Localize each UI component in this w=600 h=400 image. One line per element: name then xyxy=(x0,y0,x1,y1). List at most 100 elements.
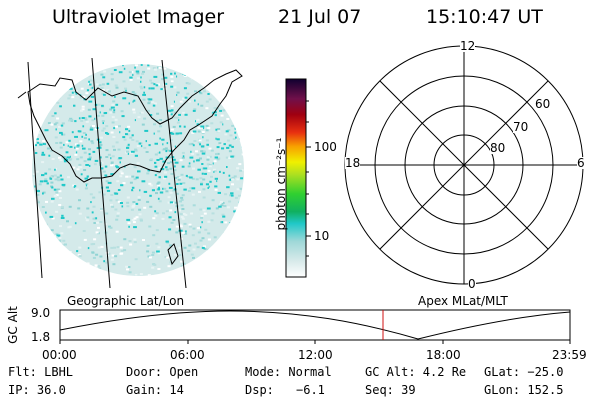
filter-info: Flt: LBHL xyxy=(8,365,74,379)
aurora-speckle xyxy=(143,91,145,94)
speckle xyxy=(206,88,210,91)
aurora-speckle xyxy=(215,137,217,140)
speckle xyxy=(58,190,62,193)
speckle xyxy=(149,158,153,161)
speckle xyxy=(60,85,64,88)
speckle xyxy=(207,248,211,251)
aurora-speckle xyxy=(73,104,76,107)
aurora-speckle xyxy=(179,125,182,128)
speckle xyxy=(226,118,230,120)
speckle xyxy=(243,99,244,102)
speckle xyxy=(147,109,150,112)
speckle xyxy=(231,104,235,107)
speckle xyxy=(157,181,161,184)
aurora-speckle xyxy=(170,72,173,75)
aurora-speckle xyxy=(53,75,57,78)
aurora-speckle xyxy=(110,157,112,160)
speckle xyxy=(126,133,130,136)
colorbar-tick-label-100: 100 xyxy=(314,140,337,154)
speckle xyxy=(48,233,52,236)
aurora-speckle xyxy=(145,140,147,143)
speckle xyxy=(211,86,215,89)
speckle xyxy=(60,232,64,235)
speckle xyxy=(55,191,59,194)
speckle xyxy=(175,192,179,195)
aurora-speckle xyxy=(178,119,180,122)
speckle xyxy=(220,114,224,117)
speckle xyxy=(148,256,152,259)
aurora-speckle xyxy=(147,169,150,172)
speckle xyxy=(92,125,95,127)
speckle xyxy=(179,225,183,228)
speckle xyxy=(167,196,171,199)
speckle xyxy=(176,116,180,119)
speckle xyxy=(166,149,170,152)
uv-image-panel xyxy=(17,57,244,289)
speckle xyxy=(83,169,87,171)
speckle xyxy=(234,106,238,109)
speckle xyxy=(59,146,63,149)
speckle xyxy=(87,67,91,70)
aurora-speckle xyxy=(201,152,206,155)
speckle xyxy=(242,253,244,256)
aurora-speckle xyxy=(202,136,204,139)
x-tick-label: 18:00 xyxy=(426,348,461,362)
speckle xyxy=(226,139,230,142)
aurora-speckle xyxy=(208,185,210,188)
speckle xyxy=(130,70,134,73)
speckle xyxy=(56,188,60,191)
aurora-speckle xyxy=(168,216,172,219)
speckle xyxy=(105,125,109,128)
speckle xyxy=(169,244,173,247)
aurora-speckle xyxy=(73,78,76,81)
aurora-speckle xyxy=(120,184,124,187)
speckle xyxy=(194,272,198,275)
speckle xyxy=(33,124,37,127)
speckle xyxy=(135,216,139,219)
speckle xyxy=(207,220,211,223)
speckle xyxy=(181,208,185,210)
speckle xyxy=(223,88,227,91)
speckle xyxy=(154,153,158,156)
speckle xyxy=(78,246,82,249)
aurora-speckle xyxy=(104,174,108,177)
aurora-speckle xyxy=(48,106,52,109)
speckle xyxy=(133,217,137,220)
aurora-speckle xyxy=(176,183,179,185)
speckle xyxy=(59,159,63,161)
speckle xyxy=(133,92,137,95)
speckle xyxy=(115,125,118,128)
speckle xyxy=(85,92,89,95)
speckle xyxy=(47,97,51,100)
speckle xyxy=(177,178,181,181)
speckle xyxy=(46,92,50,95)
speckle xyxy=(76,145,80,148)
aurora-speckle xyxy=(229,222,233,224)
speckle xyxy=(59,225,62,228)
speckle xyxy=(178,176,182,179)
aurora-speckle xyxy=(188,162,191,165)
speckle xyxy=(220,200,223,203)
speckle xyxy=(115,141,119,144)
aurora-speckle xyxy=(185,174,188,177)
speckle xyxy=(37,141,41,144)
aurora-speckle xyxy=(171,65,173,68)
speckle xyxy=(170,105,174,108)
speckle xyxy=(74,90,78,93)
speckle xyxy=(78,163,82,166)
speckle xyxy=(191,153,195,155)
aurora-speckle xyxy=(94,117,96,120)
speckle xyxy=(102,127,106,130)
speckle xyxy=(72,184,76,187)
speckle xyxy=(107,90,111,93)
speckle xyxy=(131,205,135,208)
aurora-speckle xyxy=(208,73,210,76)
speckle xyxy=(101,89,105,92)
speckle xyxy=(107,153,111,156)
speckle xyxy=(50,200,54,203)
aurora-speckle xyxy=(56,79,57,82)
speckle xyxy=(128,240,132,242)
speckle xyxy=(219,202,223,205)
speckle xyxy=(232,138,236,140)
speckle xyxy=(219,92,223,95)
